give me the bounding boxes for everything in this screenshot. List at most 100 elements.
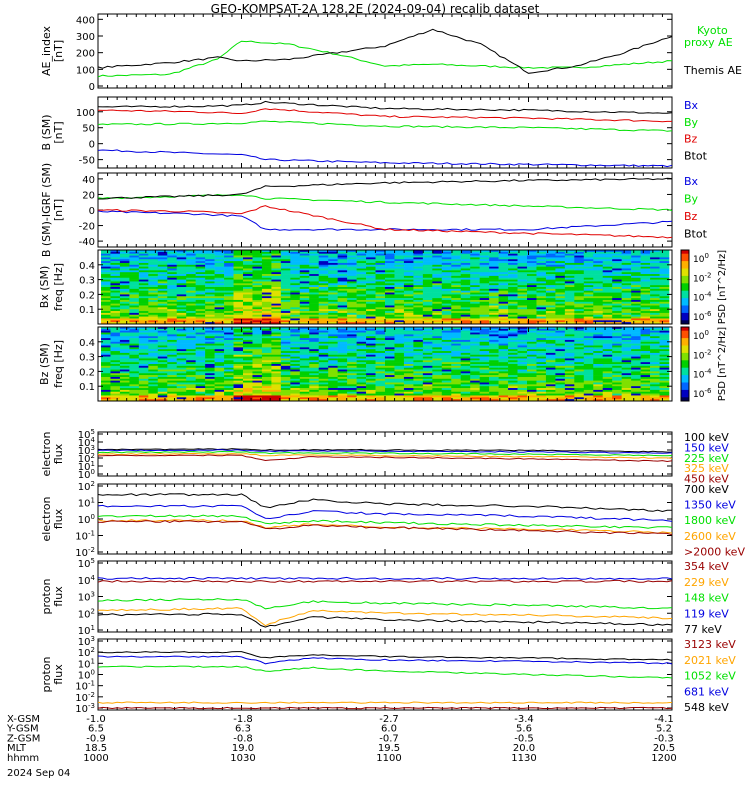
panel-5-cell (176, 399, 187, 402)
panel-4-colorbar-cell (681, 274, 689, 277)
panel-5-cell (110, 328, 121, 331)
panel-4-cell (640, 268, 651, 271)
panel-4-cell (517, 294, 528, 297)
panel-5-cell (422, 389, 433, 393)
panel-4-cell (422, 285, 433, 288)
panel-5-cell (366, 384, 376, 387)
panel-5-cell (252, 356, 263, 359)
panel-5-cell (517, 345, 528, 348)
panel-5-cell (157, 389, 168, 393)
panel-5-cell (640, 330, 651, 333)
panel-4-cell (413, 288, 424, 291)
panel-5-cell (176, 386, 187, 389)
panel-4-cell (470, 309, 480, 312)
panel-5-cell (385, 382, 395, 385)
panel-4-cell (157, 287, 168, 290)
panel-5-cell (564, 369, 575, 372)
panel-5-cell (176, 332, 187, 335)
panel-4-cell (659, 266, 670, 269)
panel-4-cell (621, 287, 632, 290)
panel-4-cell (233, 255, 244, 258)
panel-5-cell (224, 349, 234, 352)
panel-4-cell (347, 322, 357, 325)
panel-4-cell (328, 255, 338, 258)
panel-8-ytick: 102 (78, 607, 95, 620)
panel-5-cell (224, 376, 234, 380)
panel-5-cell (470, 389, 480, 393)
panel-4-cell (545, 250, 556, 253)
panel-5-cell (271, 397, 282, 400)
panel-5-cell (176, 391, 187, 394)
panel-4-cell (470, 285, 480, 288)
panel-5-cell (394, 371, 405, 374)
panel-5-cell (167, 365, 178, 368)
panel-4-cell (167, 311, 178, 314)
panel-4-cell (612, 294, 622, 297)
panel-4-cell (394, 287, 405, 290)
panel-5-cell (261, 364, 272, 367)
panel-4-cell (564, 259, 575, 262)
panel-4-cell (214, 250, 225, 253)
panel-5-cell (489, 371, 499, 374)
panel-5-cell (167, 354, 178, 357)
panel-5-cell (110, 369, 121, 372)
panel-5-cell (318, 349, 329, 352)
panel-5-cell (545, 360, 556, 363)
panel-4-cell (394, 277, 405, 280)
panel-5-cell (659, 345, 670, 348)
panel-4-cell (252, 264, 263, 267)
panel-4-cell (564, 299, 575, 303)
panel-5-cell (640, 371, 651, 374)
panel-4-cell (583, 279, 594, 282)
panel-4-cell (233, 257, 244, 260)
panel-4-cell (148, 259, 159, 262)
panel-4-cell (186, 251, 196, 254)
panel-4-cell (224, 279, 234, 282)
panel-4-cell (612, 272, 622, 275)
panel-5-cell (385, 339, 395, 343)
panel-4-cell (564, 312, 575, 316)
panel-5-cell (621, 388, 632, 391)
panel-5-cell (460, 328, 471, 331)
panel-4-cell (176, 298, 187, 301)
panel-4-cell (280, 268, 291, 271)
panel-5-cell (167, 373, 178, 376)
panel-5-cell (489, 364, 499, 367)
panel-5-cell (564, 375, 575, 378)
panel-4-cell (195, 290, 206, 293)
panel-4-cell (176, 279, 187, 282)
panel-5-cell (290, 386, 301, 389)
panel-5-cell (186, 380, 196, 383)
panel-5-cell (280, 336, 291, 339)
panel-5-cell (205, 334, 215, 337)
panel-4-cell (366, 305, 376, 308)
panel-5-cell (347, 332, 357, 335)
panel-4-cell (545, 264, 556, 267)
panel-5-cell (101, 356, 111, 359)
panel-4-cell (621, 311, 632, 314)
panel-5-cell (564, 386, 575, 389)
panel-4-cell (432, 314, 443, 317)
panel-4-cell (110, 311, 121, 314)
panel-7-ytick: 100 (78, 513, 95, 526)
panel-5-cell (101, 354, 111, 357)
panel-4-cell (583, 296, 594, 299)
panel-5-cell (205, 395, 215, 398)
panel-5-cbar-tick: 10-4 (693, 368, 712, 381)
panel-5-cell (612, 380, 622, 383)
panel-5-cell (375, 393, 386, 396)
panel-4-cell (224, 320, 234, 323)
panel-5-cell (451, 351, 462, 354)
panel-5-cell (233, 399, 244, 402)
panel-4-cell (318, 259, 329, 262)
panel-4-cell (555, 262, 566, 266)
panel-4-cell (403, 259, 414, 262)
panel-4-cell (347, 316, 357, 319)
panel-4-cell (555, 316, 566, 319)
panel-4-cell (299, 277, 310, 280)
panel-4-cell (498, 264, 509, 267)
panel-5-cell (309, 371, 320, 374)
panel-4-cell (394, 288, 405, 291)
panel-5-cell (385, 375, 395, 378)
panel-5-cell (422, 328, 433, 331)
